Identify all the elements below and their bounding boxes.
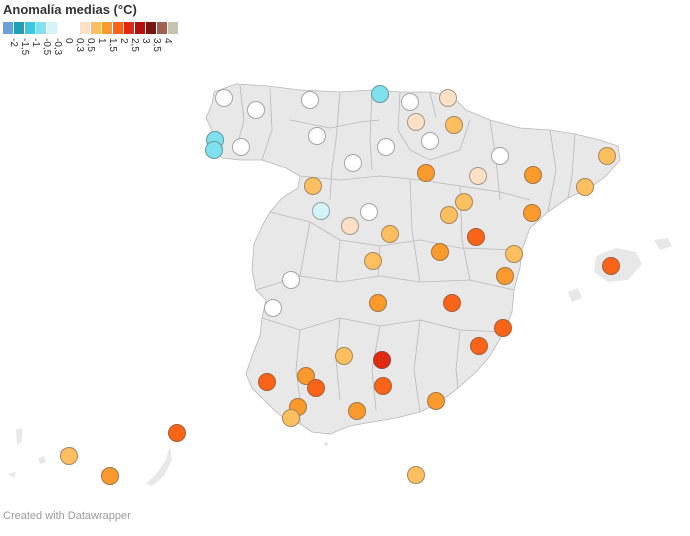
- station-marker[interactable]: [505, 245, 523, 263]
- legend-swatch: [3, 22, 13, 34]
- station-marker[interactable]: [282, 409, 300, 427]
- station-marker[interactable]: [440, 206, 458, 224]
- station-marker[interactable]: [439, 89, 457, 107]
- station-marker[interactable]: [381, 225, 399, 243]
- station-marker[interactable]: [467, 228, 485, 246]
- canary-islands: [8, 428, 172, 486]
- station-marker[interactable]: [401, 93, 419, 111]
- legend-swatch: [14, 22, 24, 34]
- station-marker[interactable]: [602, 257, 620, 275]
- station-marker[interactable]: [360, 203, 378, 221]
- station-marker[interactable]: [348, 402, 366, 420]
- station-marker[interactable]: [264, 299, 282, 317]
- station-marker[interactable]: [232, 138, 250, 156]
- station-marker[interactable]: [371, 85, 389, 103]
- station-marker[interactable]: [494, 319, 512, 337]
- station-marker[interactable]: [101, 467, 119, 485]
- legend-swatch: [36, 22, 46, 34]
- la-gomera-shape: [38, 456, 46, 464]
- station-marker[interactable]: [470, 337, 488, 355]
- station-marker[interactable]: [445, 116, 463, 134]
- station-marker[interactable]: [312, 202, 330, 220]
- station-marker[interactable]: [496, 267, 514, 285]
- mainland: [205, 83, 621, 435]
- station-marker[interactable]: [576, 178, 594, 196]
- station-marker[interactable]: [407, 113, 425, 131]
- station-marker[interactable]: [308, 127, 326, 145]
- station-marker[interactable]: [307, 379, 325, 397]
- datawrapper-credit[interactable]: Created with Datawrapper: [3, 510, 131, 522]
- station-marker[interactable]: [377, 138, 395, 156]
- legend-title: Anomalía medias (°C): [3, 2, 137, 17]
- station-marker[interactable]: [282, 271, 300, 289]
- legend-swatch: [102, 22, 112, 34]
- station-marker[interactable]: [598, 147, 616, 165]
- station-marker[interactable]: [304, 177, 322, 195]
- station-marker[interactable]: [431, 243, 449, 261]
- balearic-islands: [568, 238, 672, 302]
- legend-swatch: [80, 22, 90, 34]
- legend-swatch: [47, 22, 57, 34]
- station-marker[interactable]: [455, 193, 473, 211]
- station-marker[interactable]: [344, 154, 362, 172]
- legend-swatch: [168, 22, 178, 34]
- legend-swatch: [91, 22, 101, 34]
- station-marker[interactable]: [443, 294, 461, 312]
- station-marker[interactable]: [491, 147, 509, 165]
- menorca-shape: [654, 238, 672, 250]
- station-marker[interactable]: [469, 167, 487, 185]
- station-marker[interactable]: [335, 347, 353, 365]
- station-marker[interactable]: [364, 252, 382, 270]
- station-marker[interactable]: [301, 91, 319, 109]
- legend-swatch: [124, 22, 134, 34]
- station-marker[interactable]: [341, 217, 359, 235]
- station-marker[interactable]: [417, 164, 435, 182]
- station-marker[interactable]: [168, 424, 186, 442]
- legend-swatch: [25, 22, 35, 34]
- legend-swatch: [146, 22, 156, 34]
- station-marker[interactable]: [205, 141, 223, 159]
- legend-swatch: [157, 22, 167, 34]
- legend-swatch: [113, 22, 123, 34]
- station-marker[interactable]: [247, 101, 265, 119]
- station-marker[interactable]: [60, 447, 78, 465]
- station-marker[interactable]: [524, 166, 542, 184]
- peninsula-shape: [205, 83, 621, 435]
- la-palma-shape: [16, 428, 22, 444]
- station-marker[interactable]: [215, 89, 233, 107]
- station-marker[interactable]: [373, 351, 391, 369]
- lanzarote-fuerteventura-shape: [146, 446, 172, 486]
- station-marker[interactable]: [407, 466, 425, 484]
- station-marker[interactable]: [374, 377, 392, 395]
- station-marker[interactable]: [523, 204, 541, 222]
- ceuta-melilla: [324, 442, 328, 446]
- ibiza-shape: [568, 288, 582, 302]
- legend-swatch: [135, 22, 145, 34]
- station-marker[interactable]: [427, 392, 445, 410]
- station-marker[interactable]: [258, 373, 276, 391]
- el-hierro-shape: [8, 472, 16, 478]
- station-marker[interactable]: [421, 132, 439, 150]
- station-marker[interactable]: [369, 294, 387, 312]
